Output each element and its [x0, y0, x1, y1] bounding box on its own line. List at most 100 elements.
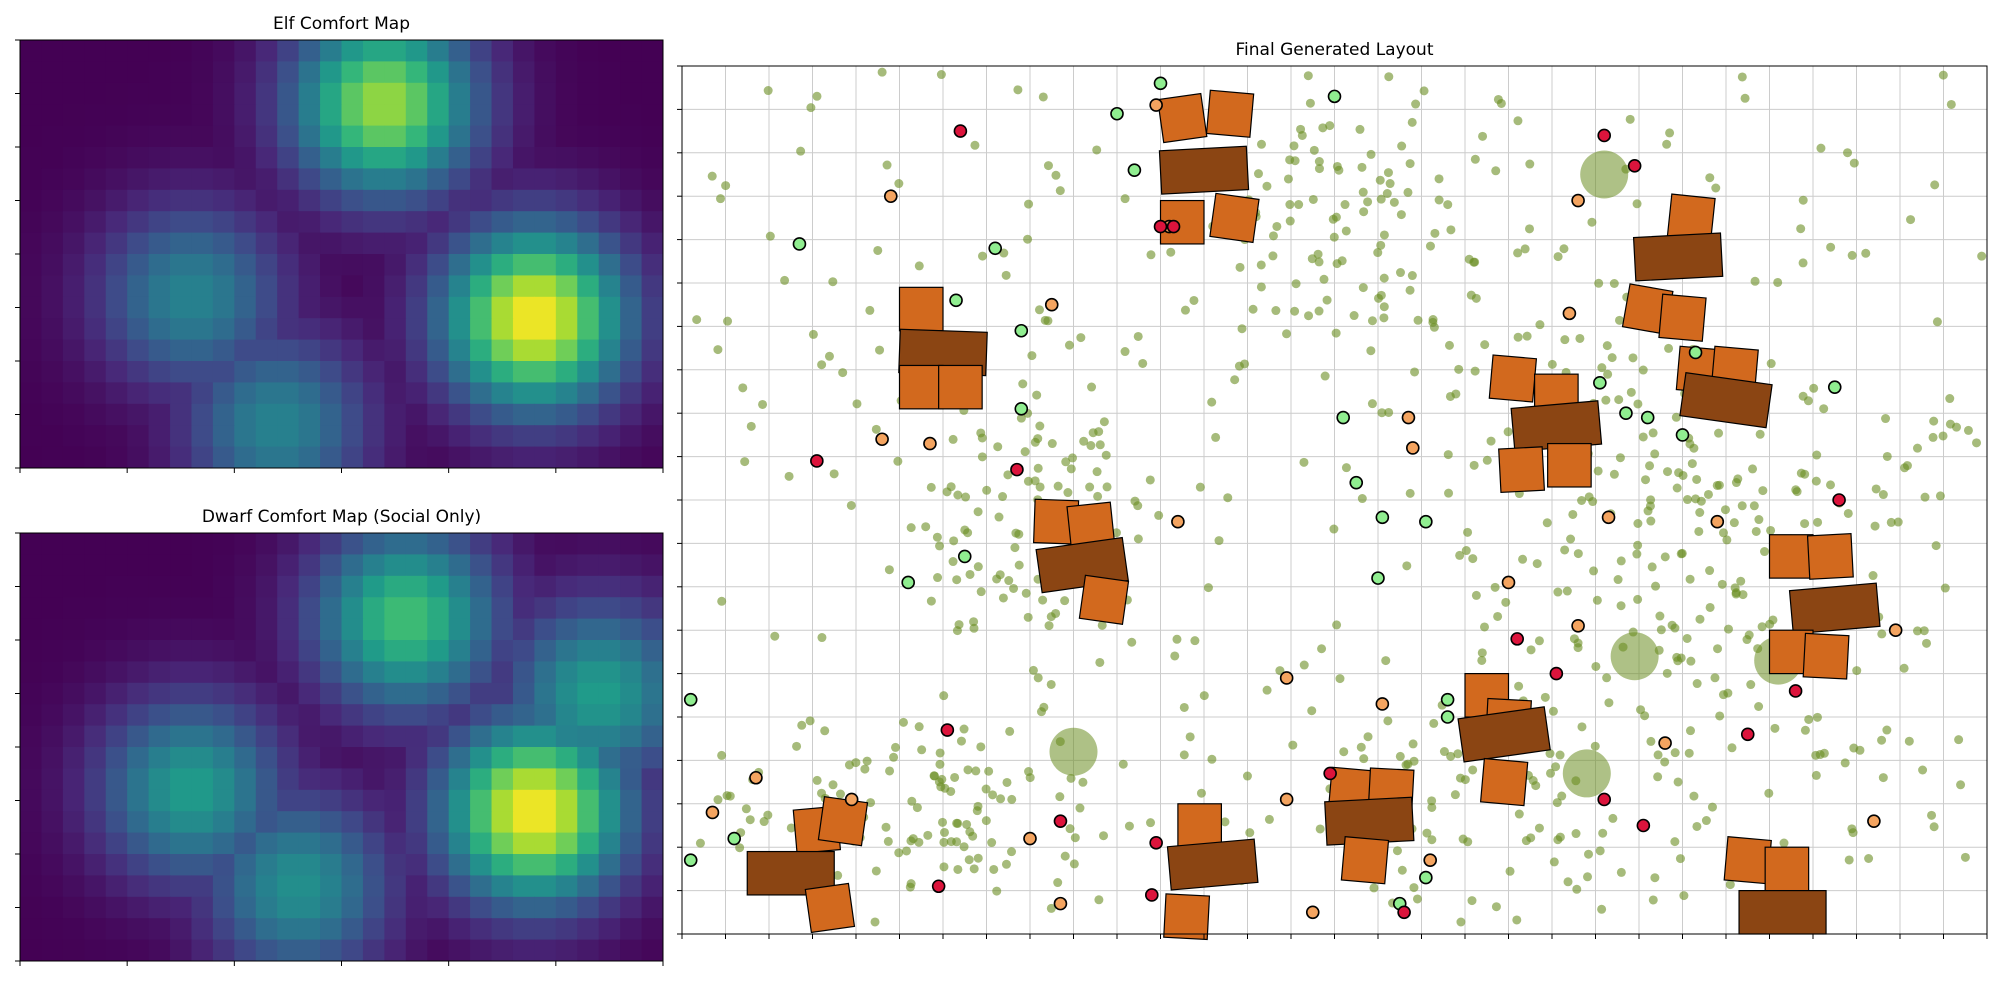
tree-point — [1185, 732, 1195, 742]
tree-point — [1055, 792, 1065, 802]
dwarf-heatmap-cell — [620, 597, 643, 620]
dwarf-heatmap-cell — [127, 661, 150, 684]
elf-heatmap-cell — [405, 275, 428, 298]
elf-heatmap-cell — [320, 425, 342, 448]
tree-point — [1095, 657, 1105, 667]
tree-point — [1616, 601, 1626, 611]
dwarf-heatmap-cell — [598, 597, 621, 620]
dwarf-heatmap-cell — [277, 554, 300, 577]
tree-point — [1685, 439, 1695, 449]
elf-heatmap-cell — [127, 104, 150, 127]
elf-heatmap-cell — [41, 254, 64, 276]
tree-point — [1320, 371, 1330, 381]
elf-heatmap-cell — [212, 403, 235, 426]
tree-point — [926, 596, 936, 606]
elf-heatmap-cell — [62, 361, 85, 383]
tree-point — [1906, 215, 1916, 225]
dwarf-heatmap-cell — [62, 682, 85, 705]
dwarf-heatmap-cell — [491, 811, 514, 834]
dwarf-heatmap-cell — [427, 533, 450, 555]
tree-point — [1088, 428, 1098, 438]
dwarf-heatmap-cell — [427, 939, 450, 962]
tree-point — [1305, 98, 1315, 108]
tree-point — [953, 864, 963, 874]
elf-heatmap-cell — [191, 254, 214, 276]
elf-heatmap-cell — [127, 296, 150, 319]
dwarf-heatmap-cell — [620, 661, 643, 684]
dwarf-heatmap-cell — [598, 789, 621, 812]
elf-heatmap-cell — [641, 254, 664, 276]
tree-point — [1294, 200, 1304, 210]
dwarf-heatmap-cell — [320, 661, 342, 684]
tree-point — [1237, 324, 1247, 334]
house-building — [1723, 836, 1772, 885]
elf-heatmap-cell — [534, 318, 557, 341]
tree-point — [935, 759, 945, 769]
agent-red — [1788, 684, 1803, 698]
tree-point — [1383, 716, 1393, 726]
tree-point — [1033, 673, 1043, 683]
tree-point — [1733, 474, 1743, 484]
elf-heatmap-cell — [320, 318, 342, 341]
dwarf-heatmap-cell — [620, 811, 643, 834]
dwarf-heatmap-cell — [491, 875, 514, 898]
dwarf-heatmap-cell — [105, 575, 128, 598]
dwarf-heatmap-cell — [577, 832, 600, 855]
dwarf-heatmap-cell — [341, 811, 364, 834]
dwarf-heatmap-cell — [470, 768, 493, 791]
dwarf-heatmap-cell — [534, 768, 557, 791]
tree-point — [1358, 283, 1368, 293]
tree-point — [1577, 495, 1587, 505]
elf-heatmap-cell — [298, 446, 321, 469]
tree-point — [1524, 224, 1534, 234]
elf-heatmap-cell — [41, 147, 64, 169]
elf-heatmap-cell — [405, 425, 428, 448]
elf-heatmap-cell — [62, 425, 85, 448]
tree-point — [1749, 501, 1759, 511]
elf-heatmap-cell — [212, 40, 235, 62]
tree-point — [984, 766, 994, 776]
elf-heatmap-cell — [84, 296, 107, 319]
tree-point — [1021, 588, 1031, 598]
tree-point — [1686, 656, 1696, 666]
tree-point — [883, 836, 893, 846]
elf-heatmap-cell — [362, 403, 385, 426]
tree-point — [1413, 315, 1423, 325]
dwarf-heatmap-cell — [641, 661, 664, 684]
dwarf-heatmap-cell — [641, 597, 664, 620]
tree-point — [1595, 846, 1605, 856]
tree-point — [1653, 750, 1663, 760]
tree-point — [838, 368, 848, 378]
elf-heatmap-cell — [405, 168, 428, 191]
tree-point — [738, 383, 748, 393]
agent-green — [949, 293, 963, 308]
tree-point — [992, 886, 1002, 896]
agent-orange — [1279, 671, 1294, 685]
tree-point — [1463, 527, 1473, 537]
elf-heatmap-cell — [212, 82, 235, 105]
dwarf-heatmap-cell — [534, 725, 557, 748]
dwarf-heatmap-cell — [620, 533, 643, 555]
tree-point — [1608, 813, 1618, 823]
agent-green — [1675, 428, 1690, 442]
tree-point — [1540, 692, 1550, 702]
elf-heatmap-cell — [641, 211, 664, 234]
elf-heatmap-cell — [20, 318, 42, 341]
elf-heatmap-cell — [84, 318, 107, 341]
tree-point — [1748, 464, 1758, 474]
dwarf-heatmap-cell — [277, 575, 300, 598]
agent-green — [1014, 402, 1029, 416]
elf-heatmap-cell — [470, 82, 493, 105]
tree-point — [1376, 194, 1386, 204]
tree-point — [1385, 179, 1395, 189]
tree-point — [1199, 691, 1209, 701]
tree-point — [956, 736, 966, 746]
dwarf-heatmap-cell — [84, 747, 107, 769]
dwarf-heatmap-cell — [127, 768, 150, 791]
dwarf-heatmap-cell — [20, 554, 42, 577]
dwarf-heatmap-cell — [234, 854, 257, 876]
dwarf-heatmap-cell — [362, 618, 385, 641]
dwarf-heatmap-cell — [320, 704, 342, 727]
tree-point — [1170, 651, 1180, 661]
tree-point — [1453, 749, 1463, 759]
